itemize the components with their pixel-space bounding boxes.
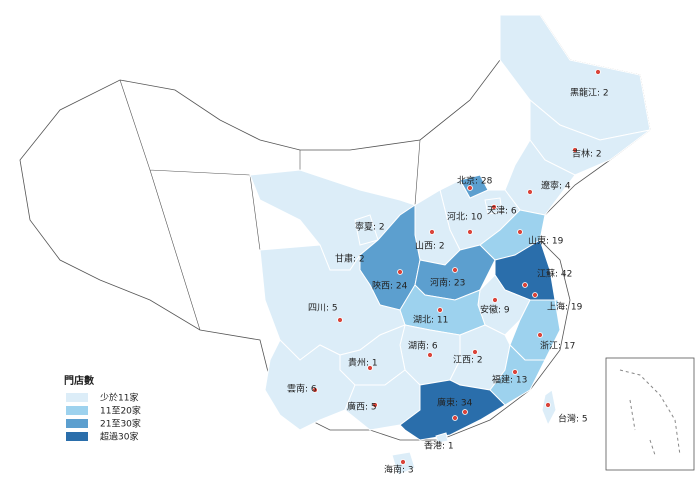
store-dot — [522, 282, 528, 288]
province-label: 安徽: 9 — [480, 304, 510, 316]
store-dot — [527, 189, 533, 195]
province-label: 江蘇: 42 — [537, 268, 572, 280]
inset-islands — [619, 369, 681, 456]
province-label: 四川: 5 — [308, 304, 338, 314]
store-dot — [397, 269, 403, 275]
store-dot — [429, 229, 435, 235]
store-dot — [545, 402, 551, 408]
legend-label: 21至30家 — [100, 418, 141, 430]
store-dot — [462, 409, 468, 415]
province-label: 江西: 2 — [453, 355, 483, 366]
province-label: 陝西: 24 — [372, 281, 408, 292]
legend-swatch — [66, 432, 88, 441]
province-label: 廣西: 5 — [347, 401, 377, 413]
region-border — [119, 79, 471, 331]
province — [435, 432, 449, 444]
store-dot — [537, 332, 543, 338]
province-label: 浙江: 17 — [540, 340, 575, 352]
province-label: 甘肅: 2 — [335, 253, 365, 265]
province-label: 河北: 10 — [447, 211, 483, 223]
province-label: 廣東: 34 — [437, 397, 473, 409]
store-dot — [572, 147, 578, 153]
store-dot — [595, 69, 601, 75]
legend-label: 11至20家 — [100, 405, 141, 417]
province — [459, 174, 489, 199]
store-dot — [472, 349, 478, 355]
province-label: 黑龍江: 2 — [570, 87, 609, 99]
legend-label: 超過30家 — [100, 431, 138, 443]
province-label: 河南: 23 — [430, 277, 465, 289]
province-label: 海南: 3 — [384, 464, 414, 476]
store-dot — [491, 204, 497, 210]
store-dot — [532, 292, 538, 298]
store-dot — [452, 267, 458, 273]
store-dot — [372, 402, 378, 408]
province-label: 香港: 1 — [424, 440, 454, 452]
province-label: 寧夏: 2 — [355, 221, 385, 233]
province-label: 福建: 13 — [492, 374, 527, 386]
legend-swatch — [66, 393, 88, 402]
store-dot — [427, 352, 433, 358]
province-label: 吉林: 2 — [572, 148, 602, 160]
province-label: 山西: 2 — [415, 241, 445, 252]
province-label: 北京: 28 — [457, 175, 493, 187]
store-dot — [467, 185, 473, 191]
province-label: 遼寧: 4 — [541, 180, 571, 192]
legend-label: 少於11家 — [100, 392, 138, 404]
store-dot — [400, 459, 406, 465]
inset-box — [605, 357, 695, 471]
store-dot — [312, 387, 318, 393]
store-dot — [517, 229, 523, 235]
store-dot — [367, 365, 373, 371]
province-label: 山東: 19 — [528, 235, 564, 247]
province-label: 上海: 19 — [547, 301, 583, 313]
legend-swatch — [66, 406, 88, 415]
legend-swatch — [66, 419, 88, 428]
store-dots — [312, 69, 601, 465]
store-dot — [437, 307, 443, 313]
province-label: 台灣: 5 — [558, 413, 588, 425]
store-dot — [467, 229, 473, 235]
province-label: 天津: 6 — [487, 206, 517, 217]
province-label: 湖北: 11 — [413, 315, 448, 326]
store-dot — [492, 297, 498, 303]
store-dot — [512, 369, 518, 375]
legend-title: 門店數 — [64, 374, 94, 387]
province-label: 貴州: 1 — [348, 357, 378, 369]
province-label: 雲南: 6 — [287, 383, 317, 395]
store-dot — [337, 317, 343, 323]
province — [399, 379, 506, 441]
province-label: 湖南: 6 — [408, 340, 438, 352]
legend: 門店數 少於11家 11至20家 21至30家 超過30家 — [64, 374, 141, 443]
store-dot — [452, 415, 458, 421]
